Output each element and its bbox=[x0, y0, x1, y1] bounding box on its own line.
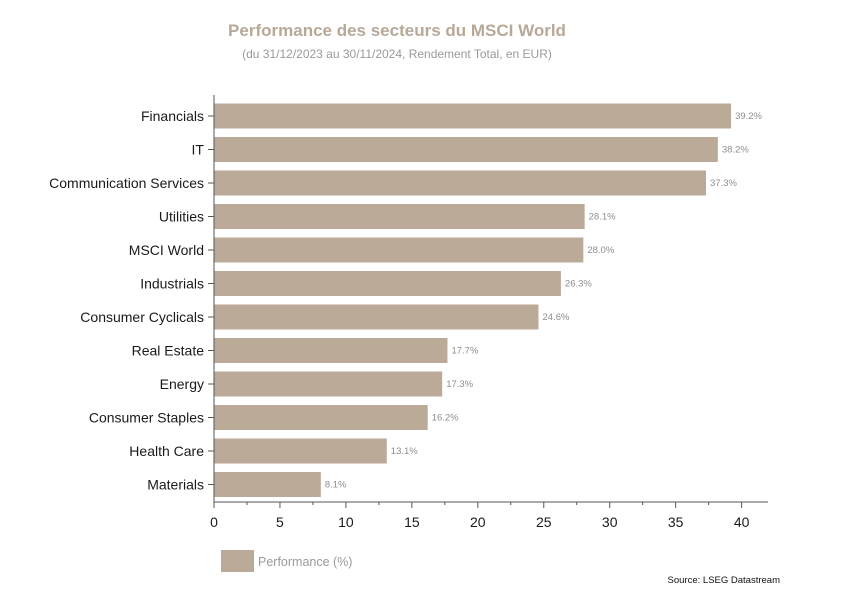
category-label: Materials bbox=[147, 477, 204, 493]
data-label: 8.1% bbox=[325, 480, 347, 491]
category-label: Health Care bbox=[129, 443, 204, 459]
data-label: 17.3% bbox=[446, 379, 473, 390]
bar-energy bbox=[214, 371, 443, 397]
axis-layer: Financials IT Communication Services Utilit… bbox=[49, 108, 749, 530]
category-label: Consumer Cyclicals bbox=[80, 309, 204, 325]
legend-label: Performance (%) bbox=[258, 555, 352, 569]
bar-consumer-staples bbox=[214, 405, 428, 430]
x-tick-label: 25 bbox=[536, 514, 552, 530]
category-label: Real Estate bbox=[132, 343, 205, 359]
bar-communication-services bbox=[214, 170, 707, 196]
chart-title: Performance des secteurs du MSCI World bbox=[228, 21, 566, 40]
x-tick-label: 0 bbox=[210, 514, 218, 530]
category-label: Utilities bbox=[159, 209, 204, 225]
x-tick-label: 40 bbox=[734, 514, 750, 530]
bar-utilities bbox=[214, 204, 585, 229]
x-tick-label: 20 bbox=[470, 514, 486, 530]
category-label: Industrials bbox=[140, 276, 204, 292]
bar-msci-world bbox=[214, 237, 584, 263]
bar-financials bbox=[214, 103, 732, 129]
data-label: 38.2% bbox=[722, 145, 749, 156]
data-label: 39.2% bbox=[735, 111, 762, 122]
category-label: Financials bbox=[141, 108, 204, 124]
category-label: Communication Services bbox=[49, 175, 204, 191]
category-label: MSCI World bbox=[129, 242, 204, 258]
category-label: Energy bbox=[160, 376, 204, 392]
legend-swatch bbox=[221, 550, 254, 572]
source-note: Source: LSEG Datastream bbox=[668, 575, 781, 586]
x-tick-label: 5 bbox=[276, 514, 284, 530]
x-tick-label: 15 bbox=[404, 514, 420, 530]
category-label: IT bbox=[192, 142, 205, 158]
data-label: 26.3% bbox=[565, 279, 592, 290]
bar-health-care bbox=[214, 438, 387, 464]
bar-it bbox=[214, 137, 718, 162]
bar-materials bbox=[214, 472, 321, 497]
data-label: 28.1% bbox=[589, 212, 616, 223]
chart-subtitle: (du 31/12/2023 au 30/11/2024, Rendement … bbox=[242, 47, 552, 61]
data-label: 16.2% bbox=[432, 413, 459, 424]
bar-consumer-cyclicals bbox=[214, 304, 539, 330]
x-tick-label: 35 bbox=[668, 514, 684, 530]
data-label: 24.6% bbox=[542, 312, 569, 323]
x-tick-label: 30 bbox=[602, 514, 618, 530]
data-label: 28.0% bbox=[587, 245, 614, 256]
x-tick-label: 10 bbox=[338, 514, 354, 530]
bar-real-estate bbox=[214, 338, 448, 363]
data-label: 17.7% bbox=[451, 346, 478, 357]
data-label: 13.1% bbox=[391, 446, 418, 457]
bar-industrials bbox=[214, 271, 561, 296]
bars-layer: 39.2% 38.2% 37.3% 28.1% 28.0% 26.3% 24.6% 17.7%… bbox=[214, 103, 763, 497]
category-label: Consumer Staples bbox=[89, 410, 204, 426]
data-label: 37.3% bbox=[710, 178, 737, 189]
